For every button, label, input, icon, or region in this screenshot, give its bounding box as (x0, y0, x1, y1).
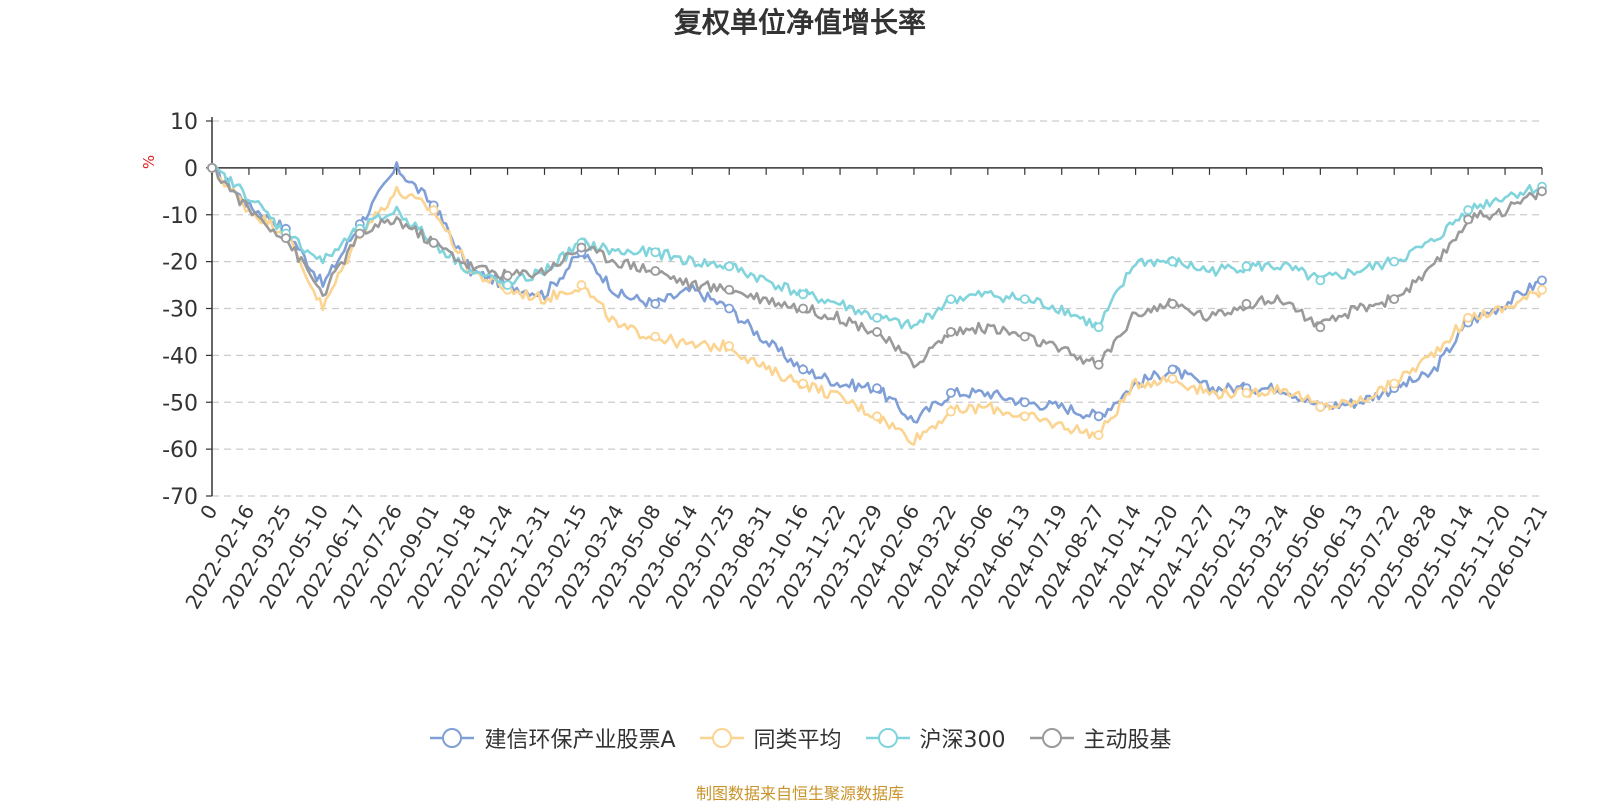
data-point[interactable] (872, 327, 882, 337)
y-tick-label: -60 (162, 438, 198, 463)
data-point[interactable] (1389, 294, 1400, 305)
data-point[interactable] (1537, 284, 1547, 295)
y-tick-label: -30 (162, 298, 198, 323)
data-point[interactable] (1167, 298, 1178, 309)
legend: 建信环保产业股票A 同类平均 沪深300 主动股基 (0, 722, 1600, 754)
data-point[interactable] (502, 280, 513, 290)
data-point[interactable] (1315, 322, 1326, 333)
y-tick-label: -20 (162, 251, 198, 276)
legend-symbol-icon (699, 728, 744, 748)
data-point[interactable] (650, 266, 661, 276)
legend-symbol-icon (865, 728, 910, 748)
data-point[interactable] (1093, 430, 1104, 440)
data-point[interactable] (872, 383, 882, 394)
legend-label: 同类平均 (753, 728, 842, 753)
data-point[interactable] (207, 162, 217, 173)
data-point[interactable] (724, 284, 735, 295)
data-point[interactable] (1093, 359, 1104, 370)
data-point[interactable] (1537, 275, 1547, 286)
legend-item[interactable]: 同类平均 (698, 722, 842, 754)
legend-item[interactable]: 沪深300 (864, 722, 1006, 754)
series-line-3[interactable] (211, 164, 1543, 369)
data-point[interactable] (798, 303, 809, 314)
data-point[interactable] (1167, 364, 1178, 375)
data-point[interactable] (280, 233, 291, 244)
data-point[interactable] (798, 289, 809, 300)
data-point[interactable] (1019, 294, 1030, 305)
data-point[interactable] (798, 364, 809, 375)
data-point[interactable] (1019, 411, 1030, 422)
data-point[interactable] (650, 331, 661, 342)
data-point[interactable] (1315, 275, 1326, 286)
data-point[interactable] (945, 387, 956, 398)
axes: 100-10-20-30-40-50-60-7002022-02-162022-… (162, 110, 1552, 613)
data-point[interactable] (650, 247, 661, 258)
data-point[interactable] (1389, 256, 1400, 267)
data-point[interactable] (1241, 298, 1252, 309)
data-point[interactable] (872, 411, 882, 422)
y-tick-label: 0 (184, 157, 198, 182)
data-point[interactable] (502, 270, 513, 281)
data-point[interactable] (945, 294, 956, 305)
legend-item[interactable]: 建信环保产业股票A (428, 722, 676, 754)
data-point[interactable] (428, 205, 439, 215)
gridlines (212, 120, 1542, 497)
chart-canvas: 100-10-20-30-40-50-60-7002022-02-162022-… (140, 6, 1552, 613)
data-point[interactable] (576, 280, 587, 290)
data-point[interactable] (1463, 214, 1474, 225)
data-point[interactable] (576, 242, 587, 253)
data-point[interactable] (798, 378, 809, 389)
legend-label: 沪深300 (919, 728, 1006, 753)
y-tick-label: -70 (162, 485, 198, 510)
data-point[interactable] (1463, 205, 1474, 215)
data-point[interactable] (945, 327, 956, 337)
legend-symbol-icon (430, 728, 475, 748)
chart-title: 复权单位净值增长率 (674, 6, 926, 39)
data-point[interactable] (354, 228, 365, 239)
data-point[interactable] (724, 341, 735, 351)
series-markers (207, 162, 1547, 440)
data-point[interactable] (1537, 186, 1547, 197)
data-point[interactable] (1167, 373, 1178, 384)
data-source-note: 制图数据来自恒生聚源数据库 (695, 784, 904, 803)
data-point[interactable] (1093, 322, 1104, 333)
data-point[interactable] (1241, 387, 1252, 398)
data-point[interactable] (724, 261, 735, 272)
legend-symbol-icon (1029, 728, 1074, 748)
data-point[interactable] (650, 298, 661, 309)
data-point[interactable] (1019, 397, 1030, 408)
legend-label: 主动股基 (1083, 728, 1172, 753)
data-point[interactable] (724, 303, 735, 314)
data-point[interactable] (1315, 402, 1326, 412)
data-point[interactable] (872, 312, 882, 323)
y-tick-label: 10 (170, 110, 198, 135)
data-point[interactable] (428, 237, 439, 248)
legend-label: 建信环保产业股票A (484, 728, 676, 753)
x-tick-label: 0 (195, 501, 222, 524)
y-axis-unit-label: % (140, 155, 158, 169)
data-point[interactable] (1241, 261, 1252, 272)
y-tick-label: -40 (162, 344, 198, 369)
data-point[interactable] (945, 406, 956, 417)
data-point[interactable] (1093, 411, 1104, 422)
data-point[interactable] (1463, 312, 1474, 323)
data-point[interactable] (1167, 256, 1178, 267)
legend-item[interactable]: 主动股基 (1028, 722, 1172, 754)
y-tick-label: -10 (162, 204, 198, 229)
data-point[interactable] (1019, 331, 1030, 342)
series-line-2[interactable] (211, 163, 1543, 330)
y-tick-label: -50 (162, 391, 198, 416)
data-point[interactable] (1389, 378, 1400, 389)
